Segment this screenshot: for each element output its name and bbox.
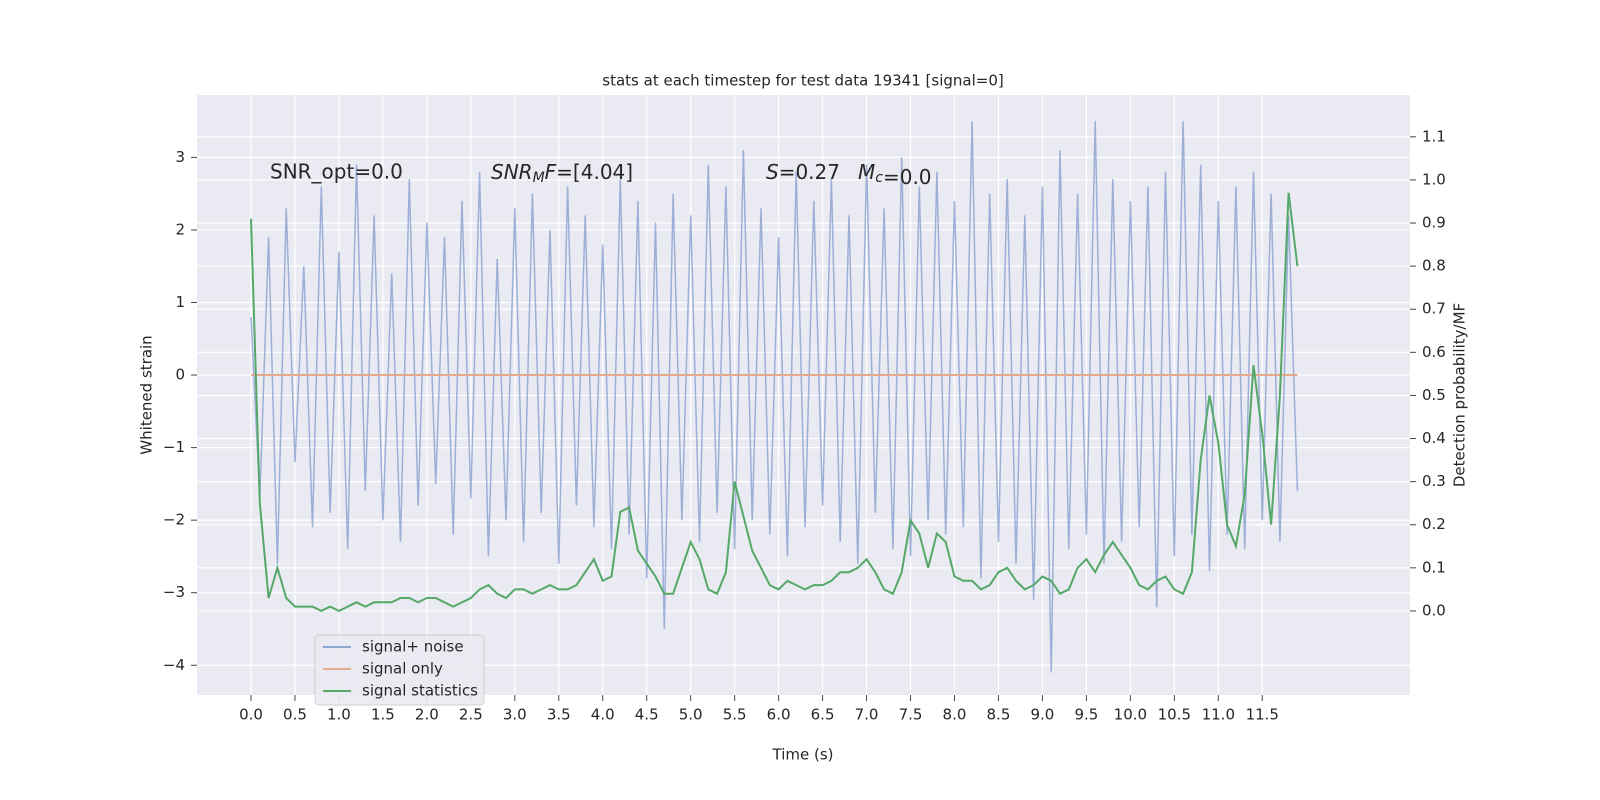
y2-tick-label: 0.2 [1422, 515, 1446, 533]
y-tick-label: −2 [163, 511, 185, 529]
x-tick-label: 4.5 [635, 706, 659, 724]
x-tick-label: 9.5 [1074, 706, 1098, 724]
x-tick-label: 1.5 [371, 706, 395, 724]
legend-label: signal statistics [362, 682, 478, 700]
y-tick-label: 2 [175, 220, 185, 238]
x-tick-label: 7.5 [899, 706, 923, 724]
x-tick-label: 11.0 [1202, 706, 1235, 724]
x-tick-label: 10.0 [1114, 706, 1147, 724]
y2-tick-label: 0.8 [1422, 257, 1446, 275]
y2-tick-label: 0.6 [1422, 343, 1446, 361]
annotation: SNRMF=[4.04] [491, 160, 633, 187]
annotation: S=0.27 [766, 160, 840, 184]
x-tick-label: 3.0 [503, 706, 527, 724]
x-tick-label: 5.5 [723, 706, 747, 724]
x-tick-label: 2.5 [459, 706, 483, 724]
x-tick-label: 5.0 [679, 706, 703, 724]
y-axis-label: Whitened strain [138, 335, 156, 454]
x-tick-label: 11.5 [1246, 706, 1279, 724]
x-tick-label: 0.5 [283, 706, 307, 724]
y2-axis-label: Detection probability/MF [1451, 303, 1469, 487]
x-tick-label: 4.0 [591, 706, 615, 724]
legend-label: signal only [362, 660, 443, 678]
y2-tick-label: 0.9 [1422, 214, 1446, 232]
y2-tick-label: 0.1 [1422, 558, 1446, 576]
chart-title: stats at each timestep for test data 193… [602, 72, 1003, 90]
y2-tick-label: 0.7 [1422, 300, 1446, 318]
x-tick-label: 10.5 [1158, 706, 1191, 724]
y-tick-label: 3 [175, 148, 185, 166]
y-tick-label: −3 [163, 583, 185, 601]
x-tick-label: 3.5 [547, 706, 571, 724]
y2-tick-label: 1.0 [1422, 170, 1446, 188]
x-tick-label: 6.0 [767, 706, 791, 724]
y-tick-label: 1 [175, 293, 185, 311]
legend-label: signal+ noise [362, 638, 464, 656]
x-tick-label: 9.0 [1030, 706, 1054, 724]
y-tick-label: −4 [163, 656, 185, 674]
x-tick-label: 8.0 [943, 706, 967, 724]
y-tick-label: −1 [163, 438, 185, 456]
legend-box [314, 634, 485, 706]
y-tick-label: 0 [175, 366, 185, 384]
y2-tick-label: 1.1 [1422, 127, 1446, 145]
x-tick-label: 6.5 [811, 706, 835, 724]
y2-tick-label: 0.4 [1422, 429, 1446, 447]
series-line [250, 192, 1299, 613]
x-tick-label: 1.0 [327, 706, 351, 724]
annotation: Mc=0.0 [858, 160, 932, 189]
x-tick-label: 2.0 [415, 706, 439, 724]
x-tick-label: 7.0 [855, 706, 879, 724]
y2-tick-label: 0.3 [1422, 472, 1446, 490]
x-tick-label: 8.5 [987, 706, 1011, 724]
x-axis-label: Time (s) [772, 746, 834, 764]
y2-tick-label: 0.0 [1422, 601, 1446, 619]
series-line [250, 121, 1299, 673]
x-tick-label: 0.0 [239, 706, 263, 724]
y2-tick-label: 0.5 [1422, 386, 1446, 404]
annotation: SNR_opt=0.0 [270, 160, 403, 184]
